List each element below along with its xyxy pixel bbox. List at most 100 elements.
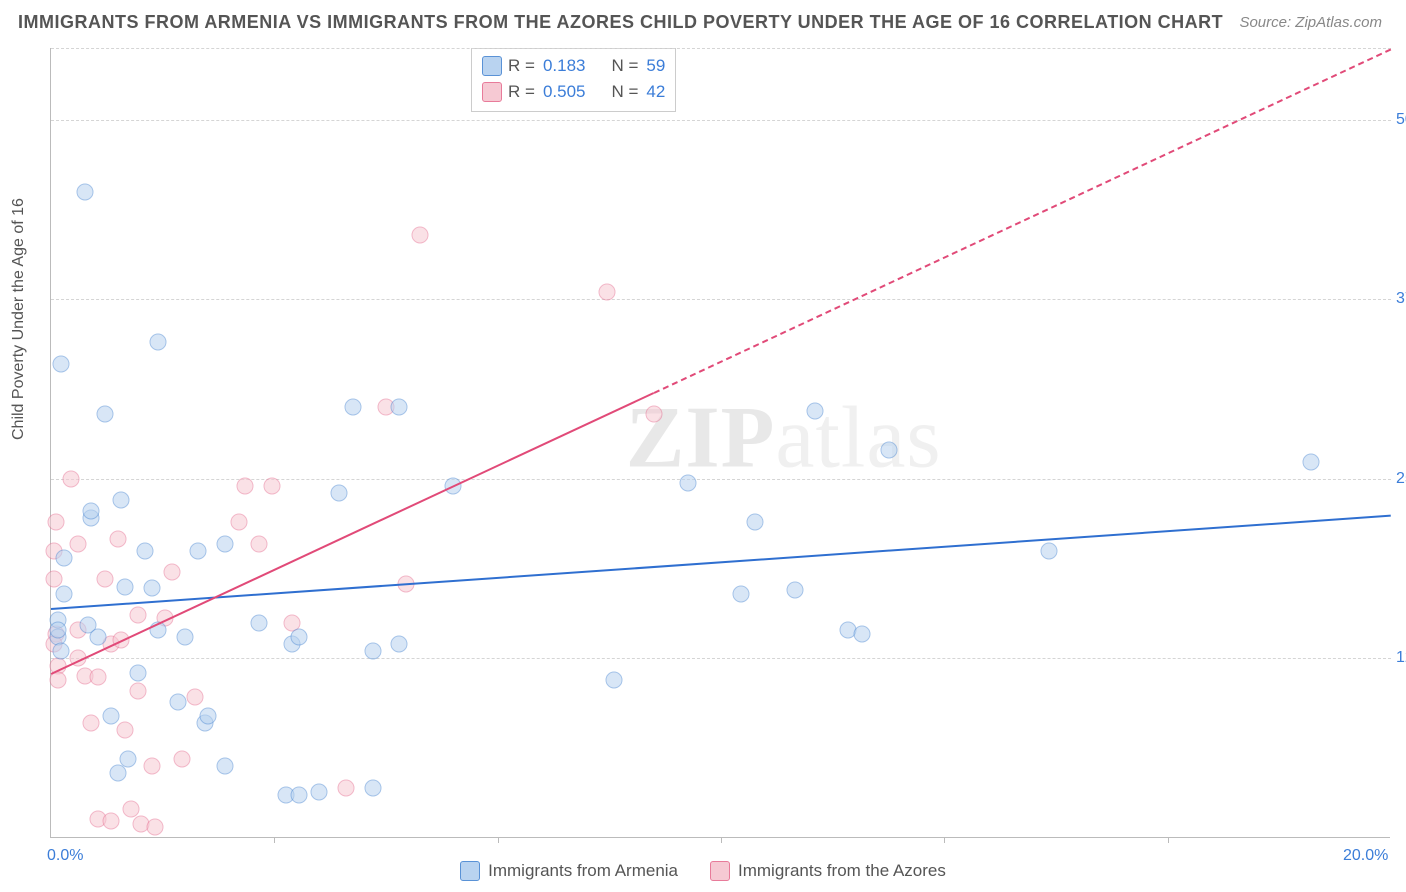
scatter-point-armenia [806, 403, 823, 420]
y-tick-label: 50.0% [1396, 111, 1406, 129]
scatter-point-armenia [290, 628, 307, 645]
scatter-point-azores [646, 406, 663, 423]
legend-label: Immigrants from Armenia [488, 861, 678, 881]
scatter-point-armenia [364, 779, 381, 796]
scatter-point-azores [146, 818, 163, 835]
legend-n-value: 59 [646, 56, 665, 76]
scatter-point-armenia [130, 664, 147, 681]
legend-row: R = 0.505 N = 42 [482, 79, 665, 105]
scatter-point-armenia [170, 693, 187, 710]
trend-line-armenia [51, 515, 1391, 610]
legend-item: Immigrants from Armenia [460, 861, 678, 881]
scatter-point-armenia [311, 784, 328, 801]
scatter-point-azores [143, 758, 160, 775]
x-tick-mark [721, 837, 722, 843]
chart-title: IMMIGRANTS FROM ARMENIA VS IMMIGRANTS FR… [18, 12, 1223, 33]
scatter-point-armenia [190, 542, 207, 559]
scatter-point-armenia [116, 578, 133, 595]
scatter-point-azores [89, 669, 106, 686]
plot-area: ZIPatlas R =0.183N =59R =0.505N =42 12.5… [50, 48, 1390, 838]
scatter-point-azores [110, 531, 127, 548]
scatter-point-armenia [331, 485, 348, 502]
scatter-point-azores [230, 514, 247, 531]
scatter-point-armenia [96, 406, 113, 423]
scatter-point-azores [250, 535, 267, 552]
legend-label: Immigrants from the Azores [738, 861, 946, 881]
correlation-legend: R = 0.183 N = 59 R = 0.505 N = 42 [471, 48, 676, 112]
chart-source: Source: ZipAtlas.com [1239, 14, 1382, 31]
x-tick-mark [944, 837, 945, 843]
legend-n-label: N = [611, 56, 638, 76]
legend-swatch [460, 861, 480, 881]
gridline [51, 479, 1391, 480]
gridline [51, 120, 1391, 121]
scatter-point-armenia [120, 751, 137, 768]
scatter-point-armenia [746, 514, 763, 531]
scatter-point-azores [411, 226, 428, 243]
scatter-point-armenia [364, 643, 381, 660]
scatter-point-armenia [110, 765, 127, 782]
watermark-bold: ZIP [626, 389, 776, 486]
scatter-point-armenia [786, 581, 803, 598]
scatter-point-azores [187, 689, 204, 706]
scatter-point-armenia [1302, 453, 1319, 470]
scatter-point-armenia [200, 707, 217, 724]
scatter-point-armenia [880, 442, 897, 459]
y-tick-label: 37.5% [1396, 290, 1406, 308]
scatter-point-armenia [53, 356, 70, 373]
trend-line-azores-extrapolated [654, 48, 1392, 393]
x-tick-mark [274, 837, 275, 843]
scatter-point-azores [116, 722, 133, 739]
legend-n-label: N = [611, 82, 638, 102]
scatter-point-armenia [391, 399, 408, 416]
scatter-point-armenia [136, 542, 153, 559]
scatter-point-armenia [217, 758, 234, 775]
legend-r-label: R = [508, 82, 535, 102]
scatter-point-azores [173, 751, 190, 768]
x-tick-mark [498, 837, 499, 843]
scatter-point-armenia [83, 502, 100, 519]
x-tick-mark [1168, 837, 1169, 843]
y-tick-label: 25.0% [1396, 470, 1406, 488]
scatter-point-azores [48, 514, 65, 531]
legend-r-value: 0.183 [543, 56, 586, 76]
scatter-point-armenia [344, 399, 361, 416]
y-tick-label: 12.5% [1396, 649, 1406, 667]
scatter-point-armenia [290, 786, 307, 803]
scatter-point-armenia [89, 628, 106, 645]
legend-swatch [482, 82, 502, 102]
scatter-point-armenia [605, 672, 622, 689]
scatter-point-azores [69, 535, 86, 552]
scatter-point-azores [96, 571, 113, 588]
scatter-point-azores [130, 607, 147, 624]
legend-swatch [710, 861, 730, 881]
legend-n-value: 42 [646, 82, 665, 102]
gridline [51, 299, 1391, 300]
scatter-point-armenia [250, 614, 267, 631]
scatter-point-armenia [679, 475, 696, 492]
gridline [51, 48, 1391, 49]
trend-line-azores [51, 392, 655, 675]
watermark-light: atlas [775, 389, 941, 486]
legend-r-label: R = [508, 56, 535, 76]
scatter-point-azores [130, 683, 147, 700]
legend-row: R = 0.183 N = 59 [482, 53, 665, 79]
scatter-point-azores [264, 478, 281, 495]
scatter-point-armenia [853, 626, 870, 643]
scatter-point-armenia [733, 585, 750, 602]
scatter-point-armenia [150, 334, 167, 351]
scatter-point-armenia [76, 183, 93, 200]
scatter-point-armenia [177, 628, 194, 645]
scatter-point-armenia [1041, 542, 1058, 559]
scatter-point-azores [63, 470, 80, 487]
scatter-point-azores [103, 812, 120, 829]
legend-r-value: 0.505 [543, 82, 586, 102]
scatter-point-azores [163, 564, 180, 581]
scatter-point-armenia [53, 643, 70, 660]
scatter-point-armenia [391, 636, 408, 653]
scatter-point-azores [337, 779, 354, 796]
scatter-point-armenia [103, 707, 120, 724]
scatter-point-azores [237, 478, 254, 495]
watermark: ZIPatlas [626, 387, 942, 488]
legend-item: Immigrants from the Azores [710, 861, 946, 881]
